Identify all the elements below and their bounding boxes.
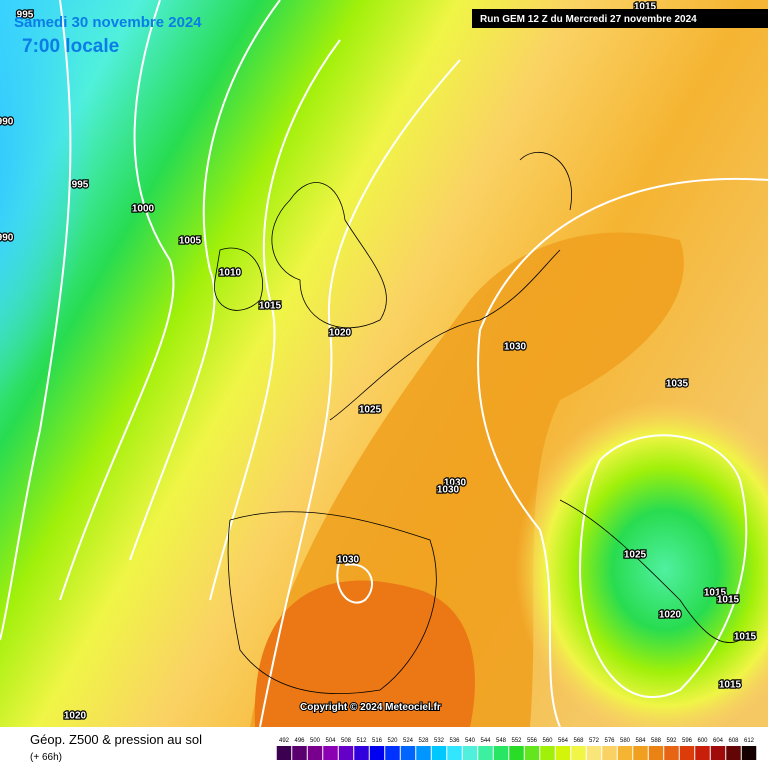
colorbar-tick-label: 604 xyxy=(713,738,724,744)
colorbar-tick-label: 572 xyxy=(589,738,600,744)
isobar-label: 995 xyxy=(72,180,89,191)
colorbar-tick-label: 516 xyxy=(372,738,383,744)
colorbar-swatch xyxy=(431,746,447,760)
map-background xyxy=(0,0,768,740)
colorbar-swatch xyxy=(509,746,524,760)
colorbar-swatch xyxy=(586,746,602,760)
colorbar-swatch xyxy=(338,746,354,760)
colorbar-tick-label: 580 xyxy=(620,738,631,744)
coastlines xyxy=(214,151,741,695)
colorbar-swatch xyxy=(617,746,633,760)
colorbar-tick-label: 500 xyxy=(310,738,321,744)
colorbar-tick-label: 496 xyxy=(294,738,305,744)
forecast-time: 7:00 locale xyxy=(22,36,119,57)
isobar-label: 1015 xyxy=(734,632,757,643)
copyright: Copyright © 2024 Meteociel.fr xyxy=(300,702,441,713)
isobars xyxy=(0,0,768,727)
isobar-label: 1025 xyxy=(624,550,647,561)
colorbar-swatch xyxy=(695,746,710,760)
run-banner xyxy=(472,9,768,28)
colorbar-swatch xyxy=(741,746,757,760)
colorbar-swatch xyxy=(664,746,679,760)
colorbar-swatch xyxy=(323,746,338,760)
isobar-label: 995 xyxy=(17,10,34,21)
colorbar-swatch xyxy=(447,746,462,760)
colorbar-tick-label: 576 xyxy=(604,738,615,744)
run-info: Run GEM 12 Z du Mercredi 27 novembre 202… xyxy=(480,14,697,25)
colorbar-tick-label: 556 xyxy=(527,738,538,744)
colorbar-swatch xyxy=(571,746,586,760)
colorbar-swatch xyxy=(524,746,540,760)
colorbar-tick-label: 540 xyxy=(465,738,476,744)
footer-title: Géop. Z500 & pression au sol xyxy=(30,732,202,747)
colorbar: 492 496 500 504 508 512 516 520 524 528 532 536 540 5… xyxy=(276,738,757,760)
isobar-label: 1025 xyxy=(359,405,382,416)
colorbar-swatch xyxy=(633,746,648,760)
isobar-label: 990 xyxy=(0,233,14,244)
isobar-label: 1005 xyxy=(179,236,202,247)
isobar-label: 1000 xyxy=(132,204,155,215)
forecast-date: Samedi 30 novembre 2024 xyxy=(14,14,202,31)
colorbar-swatch xyxy=(400,746,416,760)
colorbar-tick-label: 564 xyxy=(558,738,569,744)
isobar-labels: 995 990 995 1000 1005 990 1010 1015 1020 1015 1030… xyxy=(0,0,758,722)
isobar-label: 1020 xyxy=(64,711,87,722)
isobar-label: 1030 xyxy=(437,485,460,496)
isobar-label: 1010 xyxy=(219,268,242,279)
isobar-label: 1020 xyxy=(329,328,352,339)
colorbar-swatch xyxy=(679,746,695,760)
colorbar-swatch xyxy=(292,746,307,760)
colorbar-swatch xyxy=(369,746,385,760)
isobar-label: 1030 xyxy=(444,478,467,489)
colorbar-tick-label: 492 xyxy=(279,738,290,744)
colorbar-tick-label: 592 xyxy=(666,738,677,744)
isobar-label: 1015 xyxy=(259,301,282,312)
isobar-label: 990 xyxy=(0,117,14,128)
colorbar-swatch xyxy=(540,746,555,760)
isobar-label: 1015 xyxy=(704,588,727,599)
colorbar-tick-label: 608 xyxy=(728,738,739,744)
colorbar-swatch xyxy=(416,746,431,760)
colorbar-tick-label: 568 xyxy=(573,738,584,744)
colorbar-swatch xyxy=(276,746,292,760)
colorbar-tick-label: 520 xyxy=(387,738,398,744)
colorbar-swatch xyxy=(648,746,664,760)
colorbar-swatch xyxy=(602,746,617,760)
colorbar-swatch xyxy=(726,746,741,760)
colorbar-tick-label: 600 xyxy=(697,738,708,744)
isobar-label: 1015 xyxy=(719,680,742,691)
colorbar-tick-label: 612 xyxy=(744,738,755,744)
isobar-label: 1015 xyxy=(717,595,740,606)
colorbar-tick-label: 588 xyxy=(651,738,662,744)
isobar-label: 1020 xyxy=(659,610,682,621)
colorbar-swatch xyxy=(354,746,369,760)
footer-subtitle: (+ 66h) xyxy=(30,752,62,763)
colorbar-tick-label: 504 xyxy=(325,738,336,744)
colorbar-tick-label: 524 xyxy=(403,738,414,744)
colorbar-tick-label: 508 xyxy=(341,738,352,744)
colorbar-tick-label: 544 xyxy=(480,738,491,744)
colorbar-tick-label: 560 xyxy=(542,738,553,744)
colorbar-tick-label: 536 xyxy=(449,738,460,744)
colorbar-tick-label: 584 xyxy=(635,738,646,744)
colorbar-swatch xyxy=(555,746,571,760)
colorbar-tick-label: 528 xyxy=(418,738,429,744)
colorbar-swatch xyxy=(493,746,509,760)
colorbar-tick-label: 596 xyxy=(682,738,693,744)
colorbar-tick-label: 548 xyxy=(496,738,507,744)
colorbar-tick-label: 532 xyxy=(434,738,445,744)
colorbar-swatch xyxy=(710,746,726,760)
colorbar-tick-label: 552 xyxy=(511,738,522,744)
colorbar-swatch xyxy=(385,746,400,760)
colorbar-swatch xyxy=(307,746,323,760)
colorbar-tick-label: 512 xyxy=(356,738,367,744)
colorbar-swatch xyxy=(462,746,478,760)
isobar-label: 1030 xyxy=(337,555,360,566)
colorbar-swatch xyxy=(478,746,493,760)
isobar-label: 1035 xyxy=(666,379,689,390)
isobar-label: 1030 xyxy=(504,342,527,353)
